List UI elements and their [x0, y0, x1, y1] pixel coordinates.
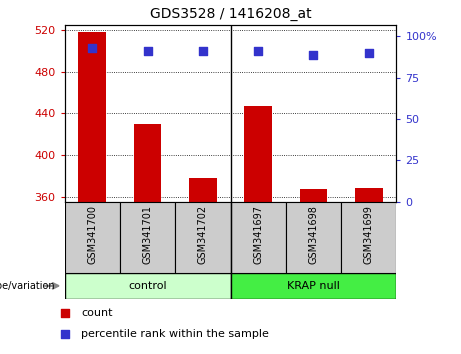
Bar: [355, 188, 383, 202]
Text: percentile rank within the sample: percentile rank within the sample: [81, 329, 269, 339]
Bar: [65, 202, 120, 273]
Point: [89, 45, 96, 51]
Point: [61, 331, 68, 336]
Bar: [175, 202, 230, 273]
Text: GSM341702: GSM341702: [198, 205, 208, 264]
Text: GSM341701: GSM341701: [142, 205, 153, 264]
Text: control: control: [128, 281, 167, 291]
Point: [61, 310, 68, 316]
Text: GSM341697: GSM341697: [253, 205, 263, 264]
Point: [144, 48, 151, 54]
Point: [365, 50, 372, 56]
Title: GDS3528 / 1416208_at: GDS3528 / 1416208_at: [150, 7, 311, 21]
Text: count: count: [81, 308, 112, 318]
Bar: [134, 124, 161, 202]
Bar: [65, 273, 230, 299]
Text: KRAP null: KRAP null: [287, 281, 340, 291]
Point: [310, 52, 317, 57]
Text: GSM341698: GSM341698: [308, 205, 319, 264]
Bar: [286, 202, 341, 273]
Point: [199, 48, 207, 54]
Text: GSM341699: GSM341699: [364, 205, 374, 264]
Bar: [300, 189, 327, 202]
Bar: [341, 202, 396, 273]
Bar: [230, 202, 286, 273]
Text: genotype/variation: genotype/variation: [0, 281, 55, 291]
Bar: [230, 273, 396, 299]
Bar: [120, 202, 175, 273]
Bar: [244, 106, 272, 202]
Point: [254, 48, 262, 54]
Bar: [78, 32, 106, 202]
Bar: [189, 178, 217, 202]
Text: GSM341700: GSM341700: [87, 205, 97, 264]
